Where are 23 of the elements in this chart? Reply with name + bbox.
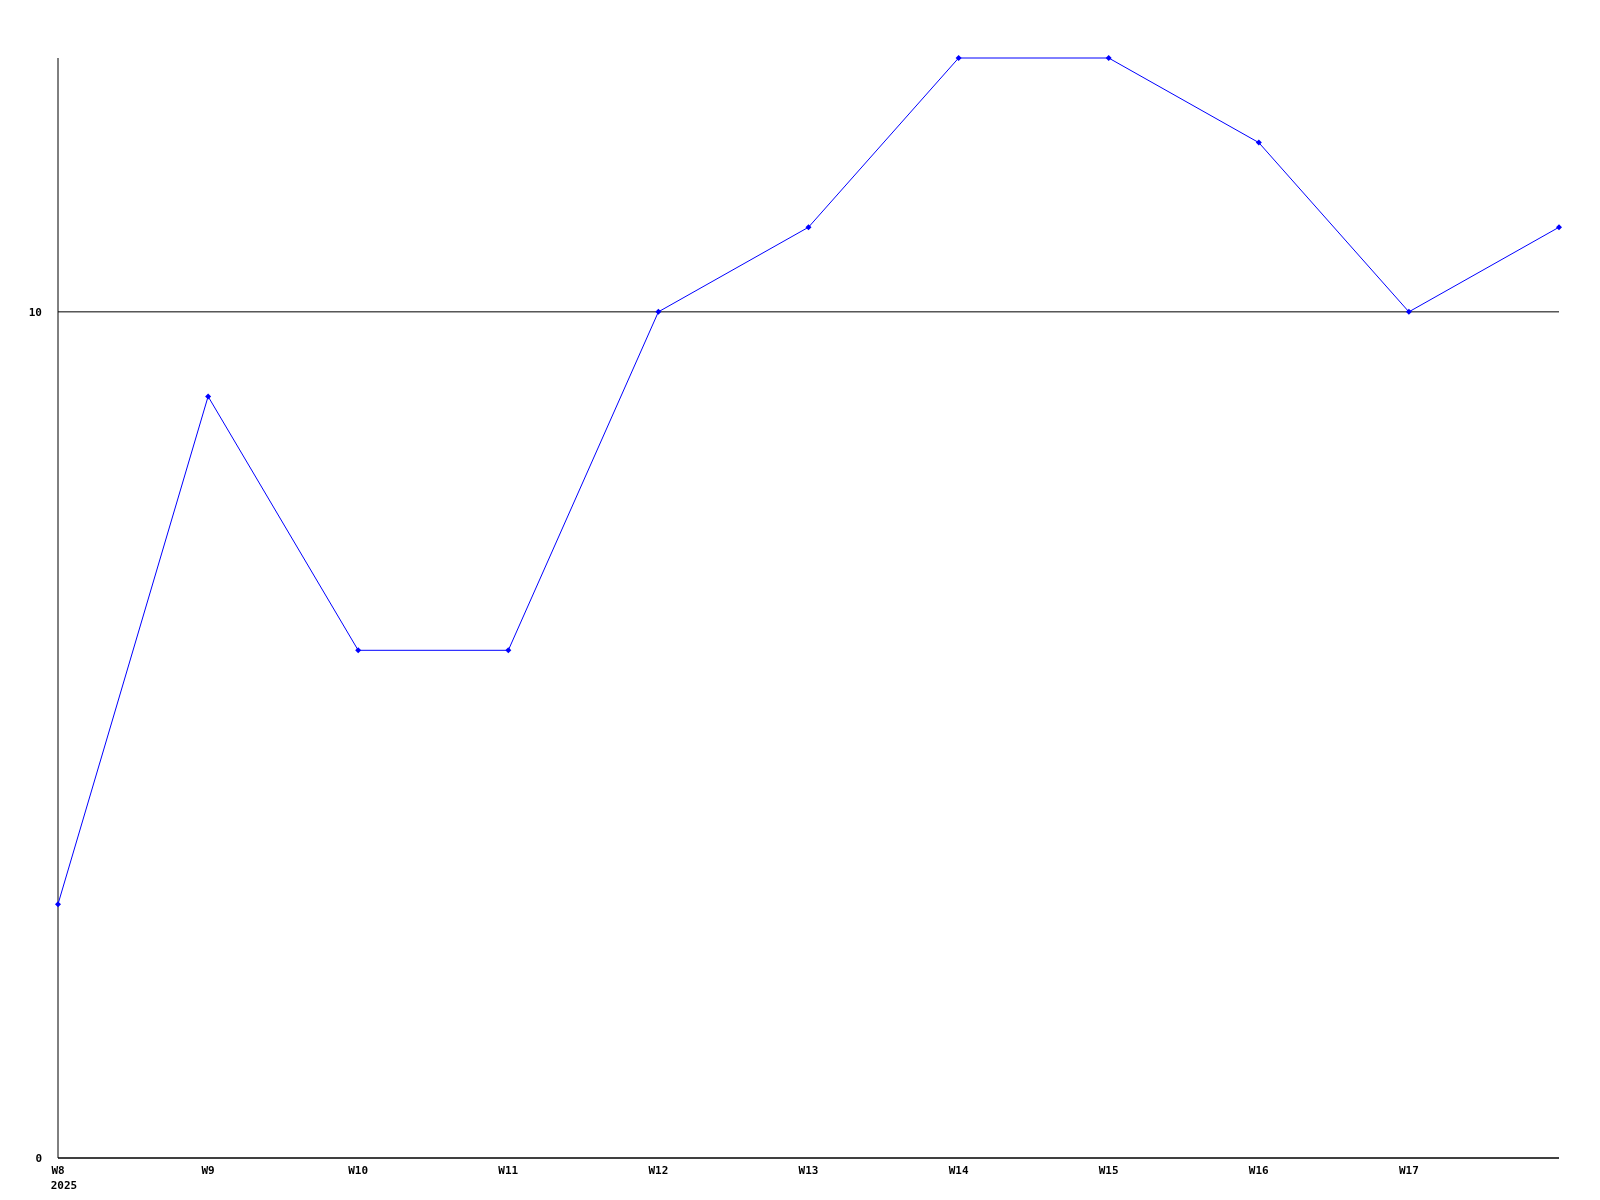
x-tick-label: W12: [648, 1164, 669, 1177]
point: [955, 55, 962, 61]
point: [1105, 55, 1112, 61]
x-tick-label: W9: [201, 1164, 215, 1177]
x-tick-label: W11: [498, 1164, 519, 1177]
y-tick-label: 0: [35, 1152, 42, 1165]
x-tick-label: W14: [948, 1164, 969, 1177]
y-tick-label: 10: [28, 305, 42, 319]
point: [205, 393, 212, 400]
point: [1556, 224, 1562, 231]
point: [505, 647, 512, 654]
x-tick-label: W13: [798, 1164, 819, 1177]
point: [1255, 139, 1262, 146]
point: [355, 647, 362, 654]
x-tick-label: W10: [348, 1164, 369, 1177]
x-tick-label: W16: [1248, 1164, 1270, 1177]
x-tick-label: W15: [1098, 1164, 1119, 1177]
point: [805, 224, 812, 231]
point: [655, 308, 662, 315]
point: [55, 901, 61, 908]
x-tick-label: W8 2025: [50, 1164, 78, 1192]
point: [1405, 308, 1412, 315]
x-tick-label: W17: [1398, 1164, 1419, 1177]
